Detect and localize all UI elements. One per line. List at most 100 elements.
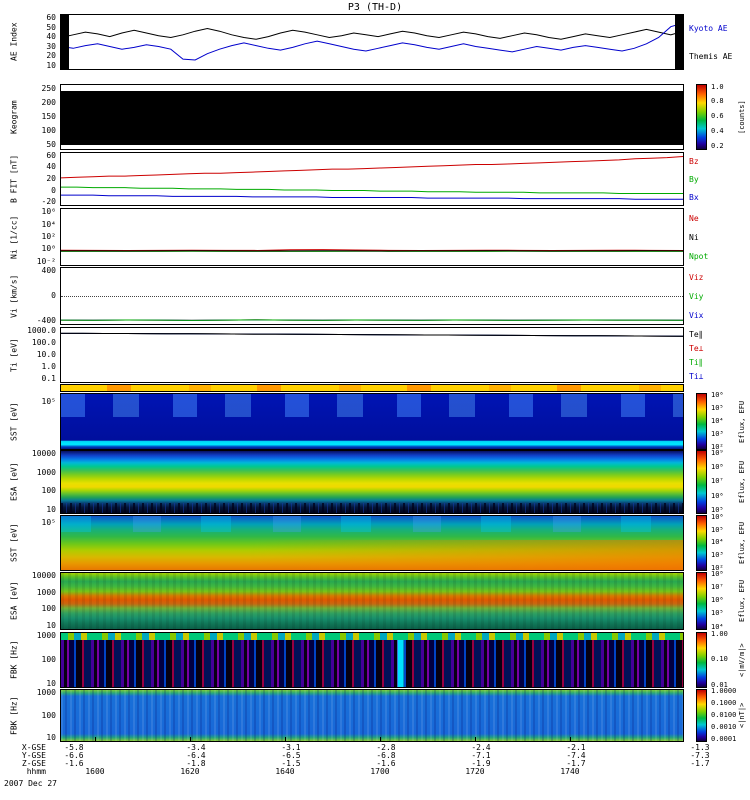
colorbar-tick-label: 0.4 — [711, 127, 724, 136]
colorbar-tick-label: 10⁷ — [711, 477, 724, 486]
series-label: Kyoto AE — [689, 24, 728, 33]
colorbar-tick-label: 0.0100 — [711, 710, 737, 719]
colorbar-unit-label: <|nT|> — [738, 702, 746, 729]
bottom-row-value: -5.8 — [64, 743, 84, 752]
series-label: Te⊥ — [689, 344, 704, 353]
bottom-row-value: -7.4 — [566, 751, 586, 760]
colorbar-tick-label: 10³ — [711, 551, 724, 560]
colorbar-tick-label: 10⁶ — [711, 513, 724, 522]
axis-title-sst-i: SST [eV] — [9, 523, 19, 563]
series-label: Te∥ — [689, 330, 703, 339]
series-line-By — [61, 187, 683, 193]
colorbar — [696, 572, 707, 630]
colorbar-tick-label: 1.0000 — [711, 687, 737, 696]
series-label: Viz — [689, 272, 704, 282]
series-label: Themis AE — [689, 52, 733, 61]
bottom-row-value: -1.8 — [186, 759, 206, 768]
panel-density — [60, 208, 684, 266]
colorbar-tick-label: 0.0010 — [711, 722, 737, 731]
series-label: Ne — [689, 213, 699, 223]
colorbar — [696, 84, 707, 150]
bottom-row-value: 1720 — [465, 767, 485, 776]
bottom-row-value: -1.7 — [566, 759, 586, 768]
colorbar-unit-label: Eflux, EFU — [738, 460, 746, 504]
colorbar-tick-label: 10² — [711, 442, 724, 451]
series-label: Ti⊥ — [689, 372, 704, 381]
bottom-row-value: 1740 — [560, 767, 580, 776]
panel-velocity — [60, 267, 684, 325]
ae-left-gap-bar — [61, 15, 69, 69]
colorbar-tick-label: 0.6 — [711, 112, 724, 121]
panel-esa-ion-spectrogram — [60, 572, 684, 630]
colorbar — [696, 515, 707, 571]
panel-sst-ion-spectrogram — [60, 515, 684, 571]
series-line-Ne — [61, 250, 683, 251]
colorbar-tick-label: 10⁵ — [711, 506, 724, 515]
colorbar-tick-label: 10⁵ — [711, 609, 724, 618]
bottom-row-value: -6.6 — [64, 751, 84, 760]
axis-title-ti: Ti [eV] — [9, 338, 19, 372]
ae-line-chart — [61, 15, 683, 69]
axis-title-bfit: B FIT [nT] — [9, 154, 19, 204]
axis-title-esa-e: ESA [eV] — [9, 462, 19, 502]
colorbar-tick-label: 10⁵ — [711, 404, 724, 413]
series-label: Bx — [689, 193, 699, 202]
colorbar-tick-label: 10³ — [711, 429, 724, 438]
axis-title-vi: Vi [km/s] — [9, 274, 19, 318]
bottom-row-value: 1700 — [370, 767, 390, 776]
bottom-row-value: -6.4 — [186, 751, 206, 760]
colorbar-unit-label: <|mV/m|> — [738, 643, 746, 677]
series-line-Kyoto AE — [61, 23, 683, 60]
colorbar-tick-label: 0.10 — [711, 655, 728, 664]
colorbar-tick-label: 10⁶ — [711, 491, 724, 500]
axis-title-fbk-b: FBK [Hz] — [9, 696, 19, 735]
bottom-row-value: -1.5 — [281, 759, 301, 768]
colorbar-tick-label: 10² — [711, 563, 724, 572]
bottom-row-value: -1.3 — [690, 743, 710, 752]
bottom-row-value: -6.5 — [281, 751, 301, 760]
axis-title-sst-e: SST [eV] — [9, 402, 19, 441]
colorbar-unit-label: Eflux, EFU — [738, 400, 746, 443]
colorbar-tick-label: 10⁶ — [711, 391, 724, 400]
colorbar — [696, 450, 707, 514]
colorbar — [696, 393, 707, 450]
axis-title-ni: Ni [1/cc] — [9, 215, 19, 259]
colorbar-tick-label: 10⁴ — [711, 416, 724, 425]
date-label: 2007 Dec 27 — [4, 779, 57, 788]
ae-right-gap-bar — [675, 15, 683, 69]
bottom-row-value: 1640 — [275, 767, 295, 776]
bottom-row-value: -7.1 — [471, 751, 491, 760]
density-line-chart — [61, 209, 683, 265]
colorbar-tick-label: 0.0001 — [711, 734, 737, 743]
bottom-row-label: hhmm — [26, 767, 46, 776]
keogram-data-block — [61, 91, 683, 146]
bottom-row-label: Y-GSE — [21, 751, 46, 760]
series-label: Viy — [689, 292, 704, 301]
colorbar-tick-label: 10⁷ — [711, 583, 724, 592]
colorbar-tick-label: 0.01 — [711, 680, 728, 689]
colorbar-tick-label: 10⁵ — [711, 525, 724, 534]
series-label: By — [689, 175, 699, 184]
axis-title-esa-i: ESA [eV] — [9, 581, 19, 621]
panel-keogram — [60, 84, 684, 150]
panel-sst-electron-spectrogram — [60, 393, 684, 450]
series-label: Vix — [689, 311, 704, 321]
bfit-line-chart — [61, 153, 683, 205]
colorbar-tick-label: 10⁶ — [711, 596, 724, 605]
panel-esa-electron-spectrogram — [60, 450, 684, 514]
bottom-row-value: -1.6 — [64, 759, 84, 768]
panel-temperature — [60, 327, 684, 383]
series-line-Themis AE — [61, 29, 683, 40]
roi-bar — [60, 384, 684, 392]
bottom-row-value: -7.3 — [690, 751, 710, 760]
axis-title-keogram: Keogram — [9, 100, 19, 134]
colorbar-unit-label: [counts] — [738, 100, 746, 134]
bottom-row-value: -1.6 — [376, 759, 396, 768]
series-line-Bx — [61, 195, 683, 199]
colorbar — [696, 632, 707, 688]
colorbar-tick-label: 10⁴ — [711, 538, 724, 547]
series-label: Npot — [689, 252, 709, 262]
colorbar-unit-label: Eflux, EFU — [738, 521, 746, 565]
bottom-row-label: X-GSE — [21, 743, 46, 752]
